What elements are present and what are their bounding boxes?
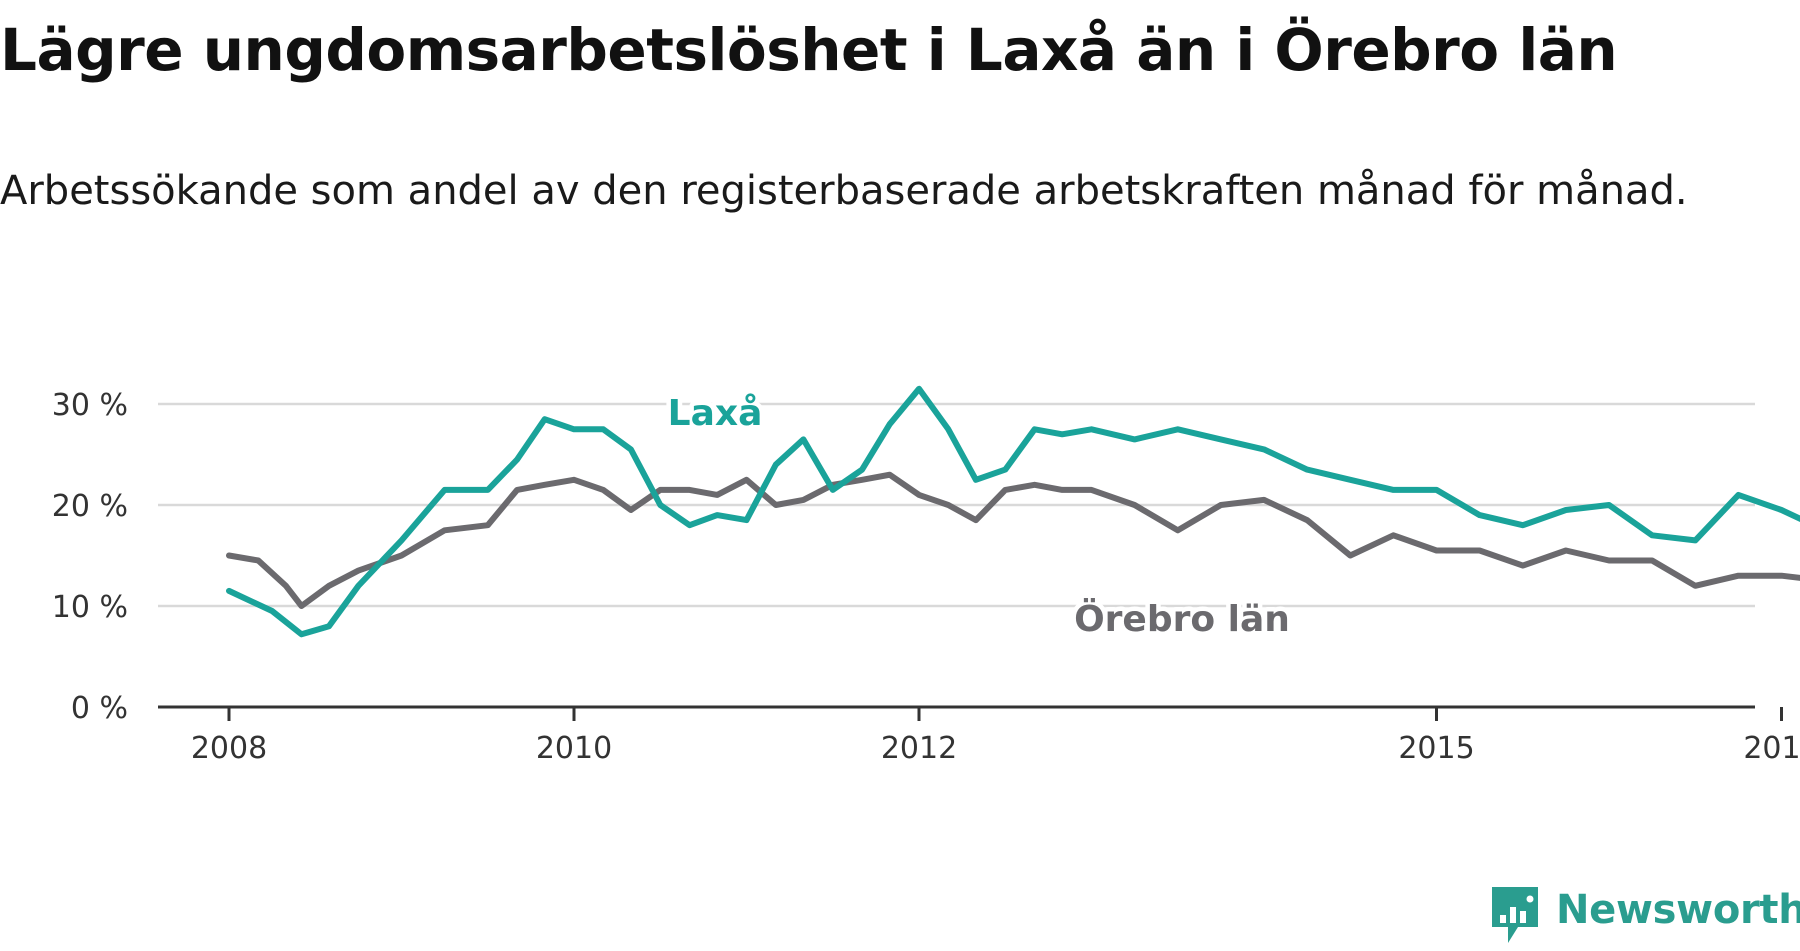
x-tick-label: 2017 [1743,731,1800,766]
grid-lines [158,402,1755,608]
series-label-laxa: Laxå [668,393,763,434]
newsworthy-logo: Newsworthy [1490,885,1800,947]
series-lines [226,385,1800,638]
series-label-orebro-lan: Örebro län [1074,598,1290,640]
x-tick-label: 2012 [881,731,957,766]
brand-name: Newsworthy [1556,887,1800,933]
y-tick-label: 10 % [52,590,128,625]
chart-title: Lägre ungdomsarbetslöshet i Laxå än i Ör… [0,16,1618,84]
newsworthy-logo-icon [1492,887,1538,943]
chart-subtitle: Arbetssökande som andel av den registerb… [0,168,1688,214]
y-tick-label: 20 % [52,489,128,524]
x-axis-ticks: 20082010201220152017202020222024 [191,707,1800,766]
x-tick-label: 2015 [1398,731,1474,766]
y-tick-label: 0 % [71,691,128,726]
x-tick-label: 2008 [191,731,267,766]
series-line-laxa [226,385,1800,638]
series-line-orebro-lan [226,471,1800,609]
y-axis-ticks: 0 % 10 % 20 % 30 % [52,388,128,726]
x-tick-label: 2010 [536,731,612,766]
y-tick-label: 30 % [52,388,128,423]
